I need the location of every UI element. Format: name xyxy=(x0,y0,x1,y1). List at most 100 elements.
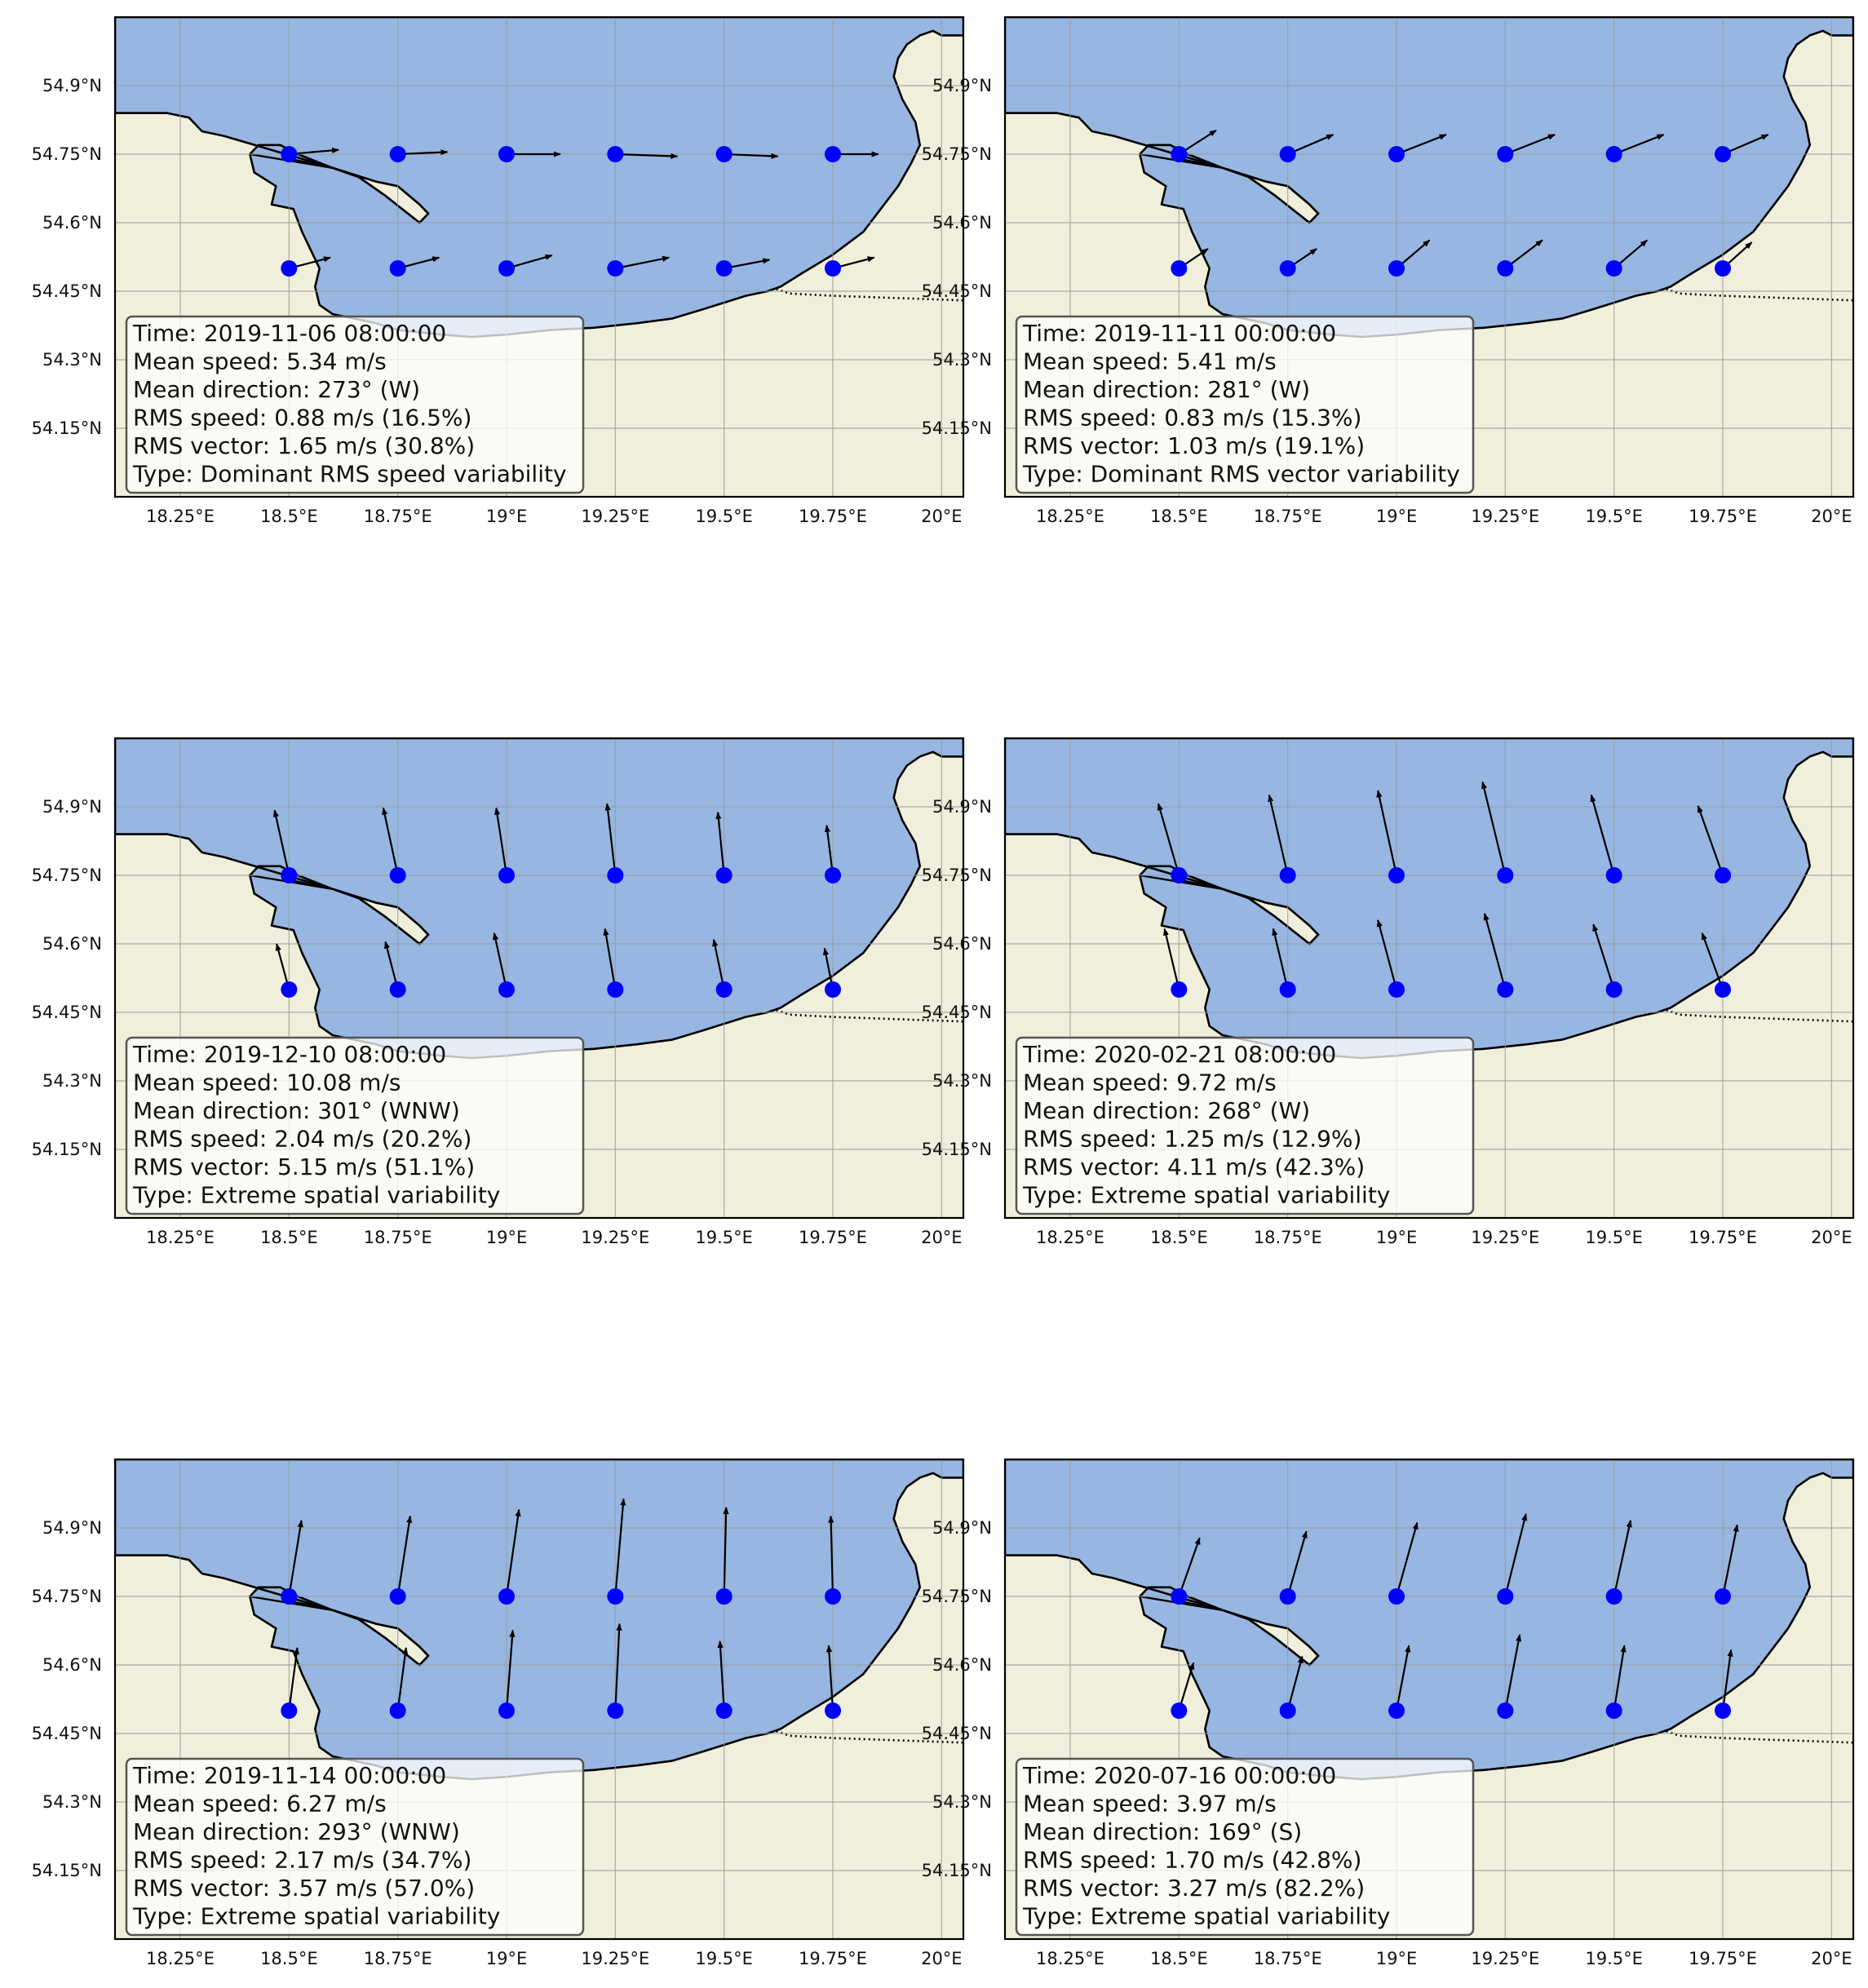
info-box xyxy=(1015,1757,1475,1937)
lat-tick-label: 54.3°N xyxy=(42,350,102,370)
wind-vector-arrow xyxy=(289,147,340,156)
info-mean-direction: Mean direction: 273° (W) xyxy=(133,376,420,403)
lon-tick-label: 19°E xyxy=(1376,1949,1418,1968)
info-rms-speed: RMS speed: 1.25 m/s (12.9%) xyxy=(1023,1126,1361,1153)
station-marker xyxy=(715,146,733,162)
station-marker xyxy=(825,1702,841,1719)
lon-tick-label: 19.75°E xyxy=(799,1949,867,1968)
station-marker xyxy=(498,1588,515,1605)
wind-vector-arrow xyxy=(1395,1521,1419,1597)
lon-tick-label: 20°E xyxy=(921,1228,963,1247)
wind-vector-arrow xyxy=(1592,923,1615,990)
station-marker xyxy=(1715,1588,1731,1605)
station-marker xyxy=(1497,1588,1514,1605)
lat-tick-label: 54.3°N xyxy=(932,1792,992,1812)
station-marker xyxy=(1388,1702,1405,1719)
wind-vector-arrow xyxy=(396,1515,413,1597)
lon-tick-label: 19.25°E xyxy=(581,1949,649,1968)
lon-tick-label: 18.25°E xyxy=(1036,507,1104,526)
lon-tick-label: 18.75°E xyxy=(1254,1949,1322,1968)
wind-vector-arrow xyxy=(1721,1524,1739,1597)
lon-tick-label: 19.75°E xyxy=(799,1228,867,1247)
lat-tick-label: 54.75°N xyxy=(32,144,102,164)
lat-tick-label: 54.15°N xyxy=(922,1140,992,1159)
info-rms-vector: RMS vector: 3.27 m/s (82.2%) xyxy=(1023,1875,1365,1902)
station-marker xyxy=(1171,146,1188,162)
station-marker xyxy=(1171,260,1188,277)
station-marker xyxy=(1497,981,1514,998)
station-marker xyxy=(607,981,624,998)
lon-tick-label: 18.5°E xyxy=(1150,507,1208,526)
lon-tick-label: 19.5°E xyxy=(1585,1228,1643,1247)
info-mean-speed: Mean speed: 5.41 m/s xyxy=(1023,348,1277,375)
info-rms-speed: RMS speed: 0.88 m/s (16.5%) xyxy=(133,405,471,432)
axes-frame xyxy=(1003,15,1855,498)
wind-vector-arrow xyxy=(1178,1537,1201,1597)
wind-vector-arrow xyxy=(1272,928,1289,990)
station-marker xyxy=(825,146,841,162)
station-marker xyxy=(1715,260,1731,277)
wind-vector-arrow xyxy=(1376,919,1398,990)
station-marker xyxy=(389,1702,406,1719)
station-marker xyxy=(389,867,406,883)
wind-vector-arrow xyxy=(1286,1655,1304,1711)
info-type: Type: Dominant RMS vector variability xyxy=(1022,461,1460,488)
info-box xyxy=(125,315,585,494)
wind-vector-arrow xyxy=(288,1520,303,1597)
lon-tick-label: 19.5°E xyxy=(695,507,753,526)
station-marker xyxy=(389,146,406,162)
wind-vector-arrow xyxy=(1613,1520,1632,1597)
station-marker xyxy=(281,260,298,277)
station-marker xyxy=(825,260,841,277)
lon-tick-label: 19.75°E xyxy=(1689,507,1757,526)
station-marker xyxy=(1715,867,1731,883)
lon-tick-label: 19°E xyxy=(486,507,528,526)
wind-vector-arrow xyxy=(1376,790,1398,876)
wind-vector-arrow xyxy=(1286,1530,1308,1597)
station-marker xyxy=(825,981,841,998)
wind-vector-arrow xyxy=(1590,794,1615,876)
wind-vector-arrow xyxy=(1613,134,1665,156)
station-marker xyxy=(281,981,298,998)
station-marker xyxy=(715,260,733,277)
lon-tick-label: 19.25°E xyxy=(1471,1949,1539,1968)
lon-tick-label: 19.25°E xyxy=(1471,1228,1539,1247)
info-mean-speed: Mean speed: 5.34 m/s xyxy=(133,348,387,375)
station-marker xyxy=(1388,867,1405,883)
wind-vector-arrow xyxy=(1157,803,1180,876)
spit-coastline xyxy=(250,153,430,224)
station-marker xyxy=(281,867,298,883)
info-mean-speed: Mean speed: 9.72 m/s xyxy=(1023,1069,1277,1096)
wind-vector-arrow xyxy=(1504,1634,1522,1711)
info-time: Time: 2019-11-14 00:00:00 xyxy=(132,1762,446,1789)
axes-frame xyxy=(113,737,965,1220)
lon-tick-label: 18.25°E xyxy=(1036,1228,1104,1247)
info-box xyxy=(125,1036,585,1215)
lon-tick-label: 20°E xyxy=(921,507,963,526)
info-type: Type: Extreme spatial variability xyxy=(132,1182,500,1209)
station-marker xyxy=(1279,260,1296,277)
lat-tick-label: 54.45°N xyxy=(922,1003,992,1022)
wind-vector-arrow xyxy=(615,255,671,270)
lat-tick-label: 54.45°N xyxy=(922,281,992,301)
station-marker xyxy=(1605,1588,1622,1605)
wind-vector-arrow xyxy=(712,938,725,990)
wind-vector-arrow xyxy=(1287,134,1335,156)
lat-tick-label: 54.9°N xyxy=(42,76,102,95)
lat-tick-label: 54.9°N xyxy=(42,1518,102,1538)
lat-tick-label: 54.6°N xyxy=(42,213,102,232)
lon-tick-label: 18.25°E xyxy=(146,507,215,526)
spit-coastline xyxy=(250,1595,430,1667)
lon-tick-label: 19°E xyxy=(1376,1228,1418,1247)
station-marker xyxy=(281,1702,298,1719)
lat-tick-label: 54.75°N xyxy=(922,144,992,164)
spit-coastline xyxy=(250,874,430,945)
lon-tick-label: 19°E xyxy=(1376,507,1418,526)
wind-vector-arrow xyxy=(384,941,399,990)
wind-vector-arrow xyxy=(723,1507,729,1597)
lat-tick-label: 54.75°N xyxy=(922,866,992,885)
lon-tick-label: 18.25°E xyxy=(146,1949,215,1968)
